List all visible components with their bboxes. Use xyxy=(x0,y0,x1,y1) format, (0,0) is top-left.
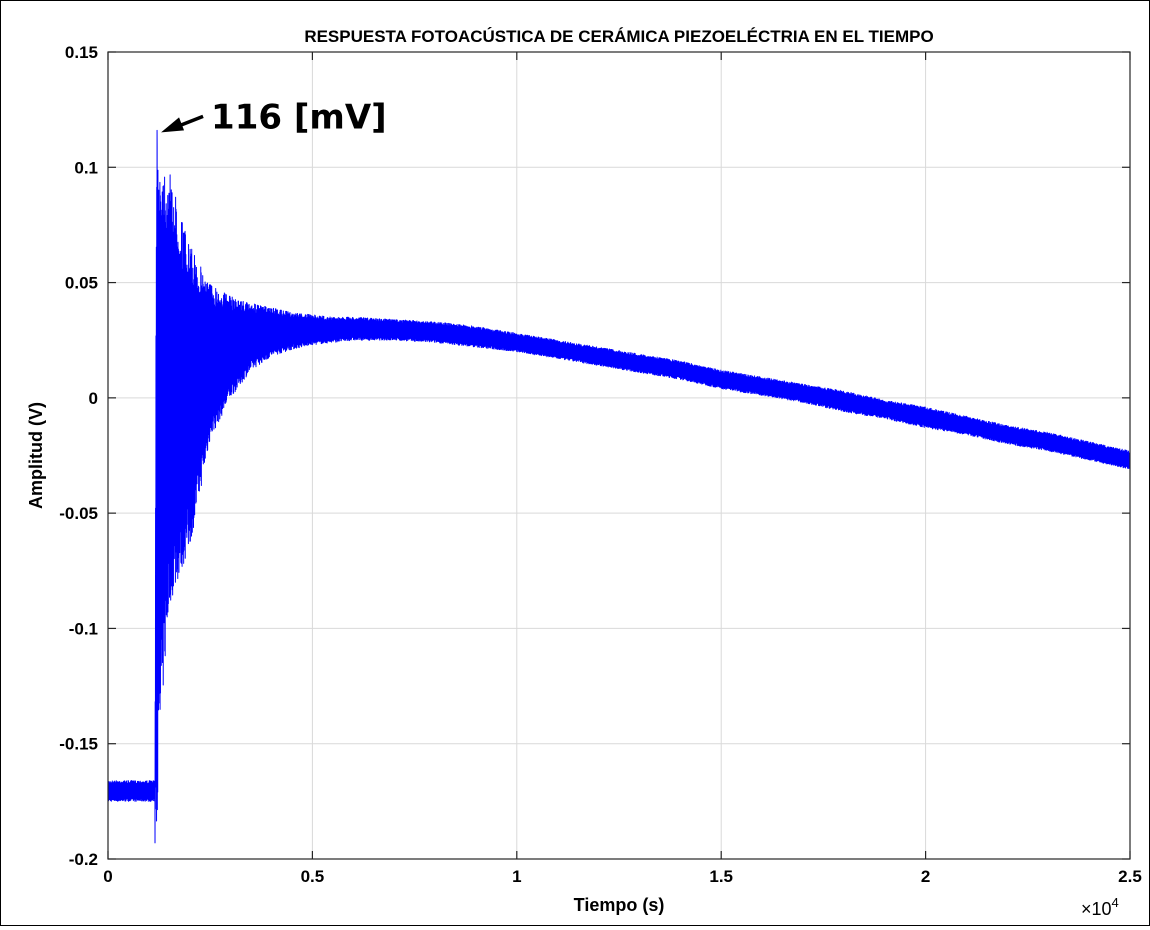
x-tick-label: 2 xyxy=(921,867,930,886)
x-tick-label: 1 xyxy=(512,867,521,886)
y-tick-label: 0.05 xyxy=(65,274,98,293)
x-exponent-power: 4 xyxy=(1112,895,1119,910)
x-exponent-base: ×10 xyxy=(1081,899,1112,919)
y-tick-label: -0.05 xyxy=(59,504,98,523)
y-tick-label: -0.15 xyxy=(59,735,98,754)
chart-title: RESPUESTA FOTOACÚSTICA DE CERÁMICA PIEZO… xyxy=(304,27,933,46)
annotation-arrow-head xyxy=(161,117,185,133)
x-tick-labels: 0 0.5 1 1.5 2 2.5 xyxy=(103,867,1142,886)
x-axis-label: Tiempo (s) xyxy=(574,895,665,915)
x-tick-label: 0.5 xyxy=(301,867,325,886)
peak-annotation: 116 [mV] xyxy=(161,97,387,137)
x-axis-exponent: ×104 xyxy=(1081,895,1119,919)
x-tick-label: 2.5 xyxy=(1118,867,1142,886)
x-tick-label: 0 xyxy=(103,867,112,886)
y-tick-label: -0.2 xyxy=(69,850,98,869)
axes-box xyxy=(107,51,1131,860)
y-tick-label: 0.15 xyxy=(65,43,98,62)
series-line xyxy=(107,129,1131,844)
annotation-label: 116 [mV] xyxy=(211,97,387,137)
y-tick-label: 0 xyxy=(89,389,98,408)
y-tick-label: 0.1 xyxy=(74,158,98,177)
plot-area xyxy=(107,129,1131,844)
axis-ticks xyxy=(107,51,1131,860)
y-axis-label: Amplitud (V) xyxy=(26,402,46,509)
y-tick-labels: -0.2 -0.15 -0.1 -0.05 0 0.05 0.1 0.15 xyxy=(59,43,98,869)
y-tick-label: -0.1 xyxy=(69,619,98,638)
x-tick-label: 1.5 xyxy=(709,867,733,886)
grid-lines xyxy=(108,52,1130,859)
